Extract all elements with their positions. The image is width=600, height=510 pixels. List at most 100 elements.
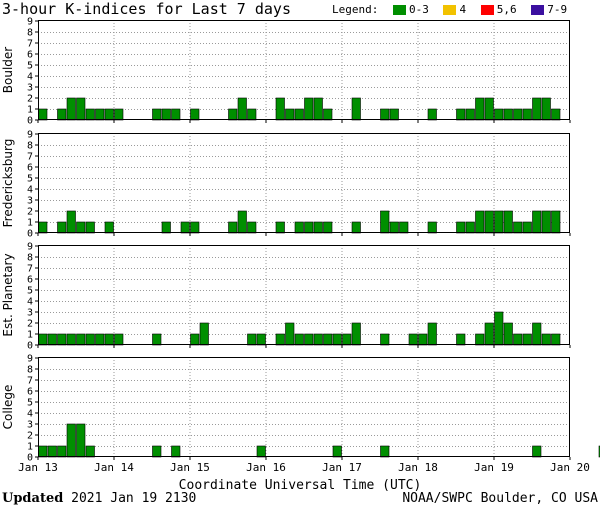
y-tick-label: 6 <box>27 50 33 61</box>
k-index-bar <box>95 108 105 121</box>
k-index-bar <box>171 445 181 458</box>
k-index-bar <box>85 445 95 458</box>
k-index-bar <box>494 108 504 121</box>
k-index-bar <box>532 97 542 121</box>
y-tick-label: 2 <box>27 207 33 218</box>
legend: Legend: 0-3 4 5,6 7-9 <box>332 3 567 17</box>
k-index-bar <box>456 221 466 234</box>
plot-area <box>38 357 570 457</box>
k-index-bar <box>313 221 323 234</box>
y-tick-label: 4 <box>27 297 33 308</box>
k-index-bar <box>190 221 200 234</box>
k-index-bar <box>152 333 162 346</box>
x-tick-label: Jan 14 <box>94 461 134 474</box>
k-index-bar <box>247 333 257 346</box>
k-index-bar <box>275 333 285 346</box>
k-index-bar <box>456 333 466 346</box>
plot-frame <box>38 245 570 345</box>
k-index-bar <box>161 108 171 121</box>
k-index-bar <box>228 221 238 234</box>
legend-item-red: 5,6 <box>480 3 517 16</box>
k-index-bar <box>541 333 551 346</box>
k-index-bar <box>551 108 561 121</box>
k-index-bar <box>57 445 67 458</box>
x-tick-label: Jan 13 <box>18 461 58 474</box>
legend-text: 7-9 <box>547 3 568 16</box>
k-index-bar <box>475 210 485 234</box>
k-index-bar <box>389 108 399 121</box>
k-index-bar <box>85 221 95 234</box>
k-index-bar <box>66 210 76 234</box>
y-tick-label: 3 <box>27 308 33 319</box>
k-index-bar <box>199 322 209 346</box>
k-index-bar <box>484 322 494 346</box>
k-index-bar <box>522 221 532 234</box>
y-tick-label: 9 <box>27 354 33 365</box>
x-axis-title: Coordinate Universal Time (UTC) <box>178 478 422 493</box>
k-index-bar <box>57 333 67 346</box>
plot-area <box>38 245 570 345</box>
y-tick-label: 6 <box>27 163 33 174</box>
page-title: 3-hour K-indices for Last 7 days <box>2 0 291 18</box>
y-tick-label: 1 <box>27 218 33 229</box>
k-index-bar <box>465 108 475 121</box>
k-index-bar <box>237 210 247 234</box>
k-index-bar <box>95 333 105 346</box>
k-index-bar <box>484 210 494 234</box>
k-index-bar <box>304 221 314 234</box>
k-index-bar <box>190 333 200 346</box>
k-index-bar <box>66 97 76 121</box>
k-index-bar <box>47 445 57 458</box>
k-index-bar <box>275 97 285 121</box>
y-tick-label: 4 <box>27 185 33 196</box>
k-index-bar <box>427 221 437 234</box>
k-index-bar <box>47 333 57 346</box>
k-index-bar <box>532 322 542 346</box>
k-index-bar <box>551 333 561 346</box>
plot-frame <box>38 133 570 233</box>
k-index-bar <box>532 445 542 458</box>
y-tick-label: 1 <box>27 105 33 116</box>
k-index-bar <box>475 333 485 346</box>
k-index-bar <box>285 108 295 121</box>
k-index-bar <box>513 221 523 234</box>
k-index-bar <box>503 108 513 121</box>
k-index-bar <box>522 108 532 121</box>
k-index-bar <box>76 97 86 121</box>
k-index-bar <box>551 210 561 234</box>
legend-label: Legend: <box>332 3 379 16</box>
k-index-bar <box>380 333 390 346</box>
legend-swatch-yellow <box>443 5 457 15</box>
legend-item-yellow: 4 <box>443 3 466 16</box>
k-index-bar <box>513 333 523 346</box>
y-tick-label: 8 <box>27 253 33 264</box>
k-index-bar <box>484 97 494 121</box>
updated-label: Updated <box>2 491 64 506</box>
legend-swatch-purple <box>531 5 545 15</box>
k-index-bar <box>38 108 48 121</box>
k-index-bar <box>380 210 390 234</box>
x-tick-label: Jan 20 <box>550 461 590 474</box>
y-tick-label: 5 <box>27 174 33 185</box>
y-tick-label: 7 <box>27 39 33 50</box>
k-index-bar <box>427 322 437 346</box>
k-index-bar <box>190 108 200 121</box>
k-index-bar <box>532 210 542 234</box>
legend-item-green: 0-3 <box>392 3 429 16</box>
k-index-bar <box>247 108 257 121</box>
legend-item-purple: 7-9 <box>531 3 567 16</box>
k-index-bar <box>323 108 333 121</box>
y-tick-label: 9 <box>27 17 33 28</box>
k-index-bar <box>76 423 86 458</box>
legend-text: 5,6 <box>496 3 517 16</box>
legend-text: 4 <box>459 3 467 16</box>
y-tick-label: 2 <box>27 94 33 105</box>
y-tick-label: 6 <box>27 387 33 398</box>
k-index-bar <box>285 322 295 346</box>
y-tick-label: 8 <box>27 365 33 376</box>
k-index-bar <box>304 97 314 121</box>
credit-text: NOAA/SWPC Boulder, CO USA <box>402 491 598 506</box>
k-index-bar <box>494 210 504 234</box>
panel-station-label: College <box>1 385 15 430</box>
k-index-bar <box>114 108 124 121</box>
